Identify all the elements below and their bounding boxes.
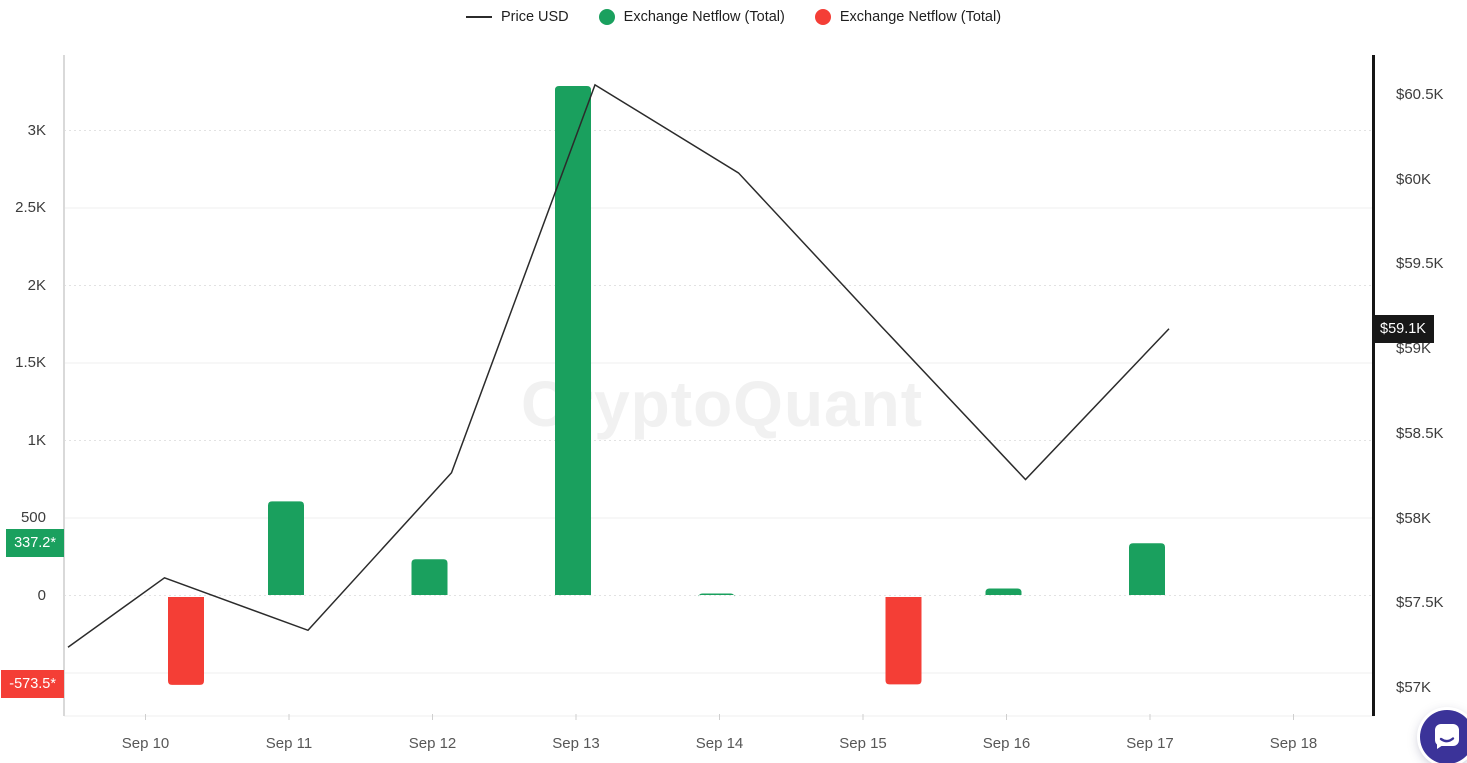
right-axis-tick-59K: $59K xyxy=(1396,340,1432,358)
x-axis-label-sep-15: Sep 15 xyxy=(839,735,887,752)
left-axis-tick-500: 500 xyxy=(20,509,46,526)
left-axis-tick-2.5K: 2.5K xyxy=(15,199,46,216)
x-axis-label-sep-13: Sep 13 xyxy=(552,735,600,752)
legend-item-price-usd[interactable]: Price USD xyxy=(465,9,569,25)
x-axis-label-sep-16: Sep 16 xyxy=(982,735,1031,752)
legend-label: Exchange Netflow (Total) xyxy=(623,9,785,25)
netflow-latest-positive-badge: 337.2* xyxy=(6,529,64,558)
netflow-bar-sep-16[interactable] xyxy=(985,588,1022,595)
dot-swatch-icon xyxy=(598,9,615,25)
right-axis-tick-58K: $58K xyxy=(1396,509,1432,527)
netflow-latest-negative-badge: -573.5* xyxy=(1,670,64,699)
right-axis-tick-58.5K: $58.5K xyxy=(1396,424,1444,442)
legend-label: Exchange Netflow (Total) xyxy=(839,9,1002,25)
left-axis-tick-3K: 3K xyxy=(27,121,46,139)
netflow-bar-sep-10[interactable] xyxy=(168,597,204,685)
dot-swatch-icon xyxy=(814,9,831,25)
x-axis-label-sep-11: Sep 11 xyxy=(265,735,313,752)
legend-item-netflow-red[interactable]: Exchange Netflow (Total) xyxy=(814,9,1002,25)
chat-widget-button[interactable] xyxy=(1420,710,1467,763)
chart-legend: Price USD Exchange Netflow (Total) Exchang… xyxy=(0,4,1467,30)
current-price-badge: $59.1K xyxy=(1372,314,1434,343)
chat-bubble-icon xyxy=(1435,724,1459,749)
netflow-bar-sep-15[interactable] xyxy=(885,597,922,685)
legend-label: Price USD xyxy=(500,9,569,25)
left-axis-tick-1K: 1K xyxy=(27,431,46,449)
x-axis-label-sep-14: Sep 14 xyxy=(695,735,744,752)
right-axis-tick-59.5K: $59.5K xyxy=(1396,255,1444,273)
x-axis-label-sep-17: Sep 17 xyxy=(1126,735,1174,752)
left-axis-tick-2K: 2K xyxy=(27,276,46,294)
legend-item-netflow-green[interactable]: Exchange Netflow (Total) xyxy=(598,9,785,25)
x-axis-label-sep-10: Sep 10 xyxy=(121,735,170,752)
netflow-bar-sep-17[interactable] xyxy=(1129,543,1165,595)
right-axis-tick-57.5K: $57.5K xyxy=(1396,594,1444,612)
x-axis-label-sep-12: Sep 12 xyxy=(408,735,457,752)
right-axis-tick-57K: $57K xyxy=(1396,678,1432,696)
left-axis-tick-1.5K: 1.5K xyxy=(15,354,46,371)
x-axis-label-sep-18: Sep 18 xyxy=(1269,735,1318,752)
netflow-bar-sep-13[interactable] xyxy=(555,86,591,595)
netflow-bar-sep-14[interactable] xyxy=(698,593,735,598)
price-line[interactable] xyxy=(67,83,1170,648)
line-swatch-icon xyxy=(465,16,492,18)
right-axis-tick-60K: $60K xyxy=(1396,170,1432,188)
netflow-bar-sep-11[interactable] xyxy=(268,501,304,595)
left-axis-tick-0: 0 xyxy=(37,586,46,604)
netflow-bar-sep-12[interactable] xyxy=(411,559,448,595)
right-axis-tick-60.5K: $60.5K xyxy=(1396,86,1444,103)
